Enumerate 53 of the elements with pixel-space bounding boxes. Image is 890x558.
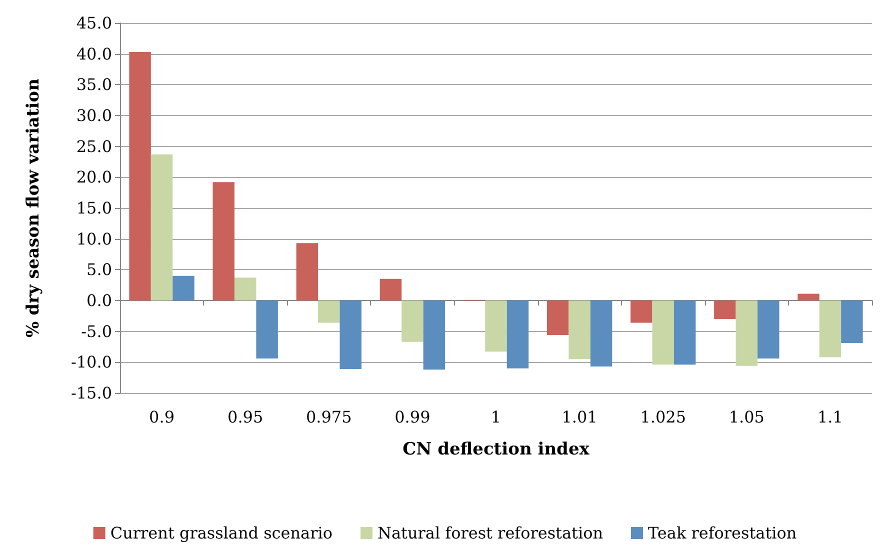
x-tick-label: 0.975 [306,408,352,426]
bar [150,154,173,300]
y-tick-label: -15.0 [70,384,112,402]
x-tick-label: 1.025 [640,408,686,426]
bar [423,300,446,370]
y-tick-label: 35.0 [76,75,112,94]
bar [841,300,863,344]
bar [485,300,507,352]
bar [546,300,569,336]
bar [674,300,696,365]
y-tick-label: 25.0 [76,136,112,156]
bar [506,300,529,368]
x-tick-label: 1.05 [728,408,764,426]
bar [758,300,780,358]
bar [736,300,758,366]
bar [714,300,736,319]
y-tick-label: -5.0 [81,322,112,341]
bar [318,300,340,323]
bar [256,300,278,358]
x-tick-label: 1.1 [817,408,843,426]
bar [630,300,652,323]
y-tick-label: 40.0 [76,44,112,64]
y-tick-label: 5.0 [86,260,112,280]
x-tick-label: 0.99 [394,408,430,426]
y-tick-label: 20.0 [76,168,112,187]
bar [234,278,256,300]
y-tick-label: 0.0 [86,291,112,310]
y-tick-label: 30.0 [76,106,112,125]
y-tick-label: -10.0 [70,352,112,372]
bar [819,300,842,358]
x-tick-label: 1.01 [562,408,598,426]
x-axis-title: CN deflection index [402,440,590,460]
bar [129,52,151,300]
x-tick-label: 0.95 [228,408,264,426]
bar [212,182,234,300]
y-tick-label: 15.0 [76,198,112,218]
bar [652,300,674,365]
x-tick-label: 1 [490,408,502,426]
bar [402,300,424,342]
legend-label: Natural forest reforestation [377,524,603,542]
legend-label: Teak reforestation [648,524,797,542]
y-tick-label: 10.0 [76,229,112,248]
legend-label: Current grassland scenario [110,524,332,542]
y-axis-title: % dry season flow variation [24,78,44,338]
bar [590,300,612,366]
bar [798,294,820,300]
bar [380,278,402,300]
bar [172,276,194,300]
y-tick-label: 45.0 [76,14,112,32]
bar [568,300,590,360]
bar [340,300,362,369]
bar [296,243,318,300]
x-tick-label: 0.9 [149,408,175,426]
